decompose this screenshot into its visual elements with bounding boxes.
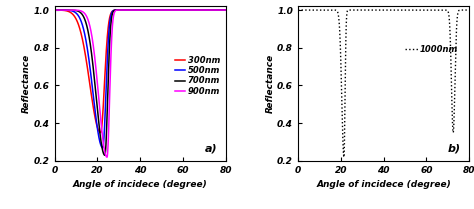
1000nm — [295, 9, 301, 11]
500nm — [52, 9, 57, 11]
Line: 1000nm: 1000nm — [298, 10, 469, 157]
700nm — [210, 9, 215, 11]
700nm — [223, 9, 229, 11]
300nm — [176, 9, 182, 11]
700nm — [102, 154, 108, 157]
700nm — [125, 9, 131, 11]
X-axis label: Angle of incidece (degree): Angle of incidece (degree) — [73, 180, 208, 189]
300nm — [131, 9, 137, 11]
300nm — [125, 9, 131, 11]
500nm — [223, 9, 229, 11]
Text: b): b) — [447, 143, 461, 153]
500nm — [100, 147, 106, 149]
900nm — [125, 9, 131, 11]
1000nm — [453, 58, 458, 61]
500nm — [124, 9, 129, 11]
1000nm — [419, 9, 425, 11]
500nm — [133, 9, 139, 11]
900nm — [127, 9, 132, 11]
Legend: 1000nm: 1000nm — [402, 42, 462, 57]
900nm — [218, 9, 224, 11]
Y-axis label: Reflectance: Reflectance — [22, 54, 31, 113]
300nm — [210, 9, 215, 11]
500nm — [218, 9, 224, 11]
300nm — [124, 9, 129, 11]
X-axis label: Angle of incidece (degree): Angle of incidece (degree) — [316, 180, 451, 189]
Y-axis label: Reflectance: Reflectance — [265, 54, 274, 113]
Legend: 300nm, 500nm, 700nm, 900nm: 300nm, 500nm, 700nm, 900nm — [173, 54, 222, 97]
900nm — [104, 156, 110, 158]
Line: 300nm: 300nm — [55, 10, 226, 133]
500nm — [125, 9, 131, 11]
Line: 700nm: 700nm — [55, 10, 226, 155]
500nm — [128, 9, 133, 11]
500nm — [210, 9, 215, 11]
Text: a): a) — [205, 143, 217, 153]
500nm — [176, 9, 182, 11]
700nm — [133, 9, 139, 11]
700nm — [218, 9, 224, 11]
900nm — [223, 9, 229, 11]
300nm — [133, 9, 139, 11]
1000nm — [367, 9, 373, 11]
300nm — [98, 131, 103, 134]
300nm — [218, 9, 224, 11]
700nm — [52, 9, 57, 11]
300nm — [223, 9, 229, 11]
900nm — [133, 9, 139, 11]
1000nm — [341, 156, 347, 158]
900nm — [176, 9, 182, 11]
700nm — [126, 9, 132, 11]
Line: 500nm: 500nm — [55, 10, 226, 148]
900nm — [52, 9, 57, 11]
1000nm — [466, 9, 472, 11]
900nm — [124, 9, 129, 11]
1000nm — [368, 9, 374, 11]
900nm — [210, 9, 215, 11]
1000nm — [461, 9, 467, 11]
300nm — [52, 9, 57, 11]
700nm — [176, 9, 182, 11]
Line: 900nm: 900nm — [55, 10, 226, 157]
700nm — [124, 9, 129, 11]
1000nm — [376, 9, 382, 11]
